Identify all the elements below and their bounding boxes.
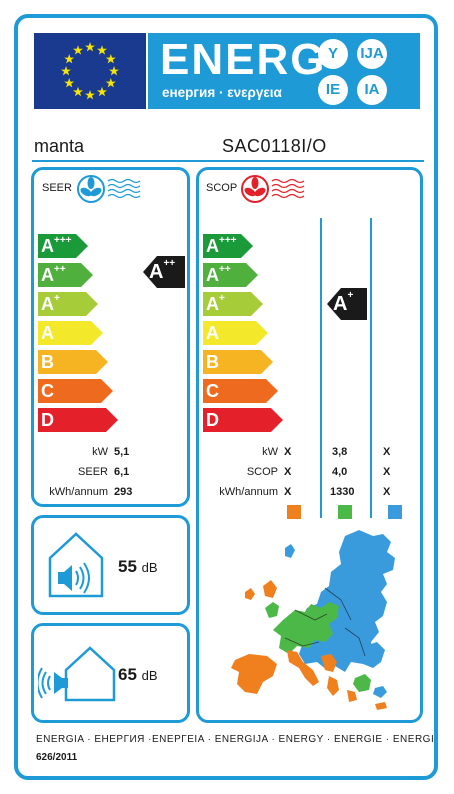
- scop-class-plus: ++: [219, 264, 231, 275]
- scop-class-arrow: A+++: [203, 234, 253, 258]
- scop-class-letter: B: [206, 352, 219, 372]
- scop-class-letter: A: [206, 265, 219, 285]
- footer-energy-languages: ENERGIA · ЕНЕРГИЯ ·ΕΝΕΡΓΕΙΑ · ENERGIJA ·…: [36, 734, 435, 745]
- language-suffix-ija: IJA: [357, 39, 387, 69]
- indoor-noise-number: 55: [118, 557, 137, 576]
- seer-class-arrow: B: [38, 350, 108, 374]
- seer-class-letter: B: [41, 352, 54, 372]
- seer-row-kwh-value: 293: [114, 486, 133, 498]
- seer-class-arrow: A+: [38, 292, 98, 316]
- separator-line: [32, 160, 424, 162]
- seer-class-plus: +: [54, 293, 60, 304]
- outdoor-noise-value: 65 dB: [118, 665, 158, 685]
- seer-row-kw-value: 5,1: [114, 446, 130, 458]
- seer-row-seer-value: 6,1: [114, 466, 130, 478]
- scop-class-letter: D: [206, 410, 219, 430]
- seer-class-letter: A: [41, 265, 54, 285]
- seer-class-arrow: A+++: [38, 234, 88, 258]
- seer-class-plus: +++: [54, 235, 72, 246]
- seer-class-arrow: A++: [38, 263, 93, 287]
- heating-fan-icon: [241, 175, 305, 203]
- seer-class-letter: C: [41, 381, 54, 401]
- indoor-noise-panel: [31, 515, 190, 615]
- language-suffix-ie: IE: [318, 75, 348, 105]
- seer-class-plus: ++: [54, 264, 66, 275]
- scop-row-kw-warm: X: [383, 446, 391, 458]
- scop-class-arrow: D: [203, 408, 283, 432]
- zone-cold-swatch: [287, 505, 301, 519]
- seer-class-letter: A: [41, 294, 54, 314]
- scop-class-arrow: A++: [203, 263, 258, 287]
- scop-class-letter: A: [206, 236, 219, 256]
- seer-class-letter: A: [41, 323, 54, 343]
- label-frame: [14, 14, 438, 780]
- scop-row-kwh-average: 1330: [330, 486, 355, 498]
- seer-class-arrow: C: [38, 379, 113, 403]
- indoor-noise-unit: dB: [141, 560, 158, 575]
- eu-flag-icon: [34, 33, 146, 109]
- scop-row-kw-cold: X: [284, 446, 292, 458]
- scop-row-scop-average: 4,0: [332, 466, 348, 478]
- scop-row-kw-average: 3,8: [332, 446, 348, 458]
- seer-rating-letter: A: [149, 261, 164, 283]
- seer-row-seer-label: SEER: [78, 466, 108, 478]
- zone-divider-2: [370, 218, 372, 518]
- outdoor-noise-panel: [31, 623, 190, 723]
- indoor-noise-value: 55 dB: [118, 557, 158, 577]
- scop-class-letter: A: [206, 294, 219, 314]
- seer-class-arrow: A: [38, 321, 103, 345]
- cooling-fan-icon: [77, 175, 141, 203]
- energy-title-box: ENERG енергия · ενεργεια Y IJA IE IA: [148, 33, 420, 109]
- scop-row-scop-warm: X: [383, 466, 391, 478]
- outdoor-unit-noise-icon: [38, 646, 116, 702]
- scop-row-kwh-cold: X: [284, 486, 292, 498]
- regulation-number: 626/2011: [36, 752, 78, 763]
- seer-row-kw-label: kW: [92, 446, 108, 458]
- scop-class-arrow: C: [203, 379, 278, 403]
- scop-class-plus: +: [219, 293, 225, 304]
- zone-divider-1: [320, 218, 322, 518]
- language-suffix-y: Y: [318, 39, 348, 69]
- seer-row-kwh-label: kWh/annum: [49, 486, 108, 498]
- language-suffix-ia: IA: [357, 75, 387, 105]
- scop-row-kwh-label: kWh/annum: [219, 486, 278, 498]
- scop-row-kw-label: kW: [262, 446, 278, 458]
- scop-rating-letter: A: [333, 293, 348, 315]
- scop-class-letter: A: [206, 323, 219, 343]
- seer-class-letter: D: [41, 410, 54, 430]
- seer-class-arrow: D: [38, 408, 118, 432]
- scop-class-plus: +++: [219, 235, 237, 246]
- scop-class-arrow: A+: [203, 292, 263, 316]
- energy-title: ENERG: [160, 35, 327, 84]
- seer-class-letter: A: [41, 236, 54, 256]
- energy-subtitle: енергия · ενεργεια: [162, 85, 282, 100]
- europe-climate-zone-map: [231, 530, 395, 710]
- seer-label: SEER: [42, 182, 72, 194]
- scop-panel: [196, 167, 423, 723]
- scop-label: SCOP: [206, 182, 238, 194]
- energy-label-header: ENERG енергия · ενεργεια Y IJA IE IA: [34, 33, 420, 109]
- scop-row-kwh-warm: X: [383, 486, 391, 498]
- seer-rating-plus: ++: [163, 258, 176, 269]
- scop-class-arrow: A: [203, 321, 268, 345]
- scop-row-scop-cold: X: [284, 466, 292, 478]
- scop-class-letter: C: [206, 381, 219, 401]
- supplier-name: manta: [34, 136, 85, 156]
- zone-average-swatch: [338, 505, 352, 519]
- indoor-unit-noise-icon: [48, 532, 104, 598]
- scop-rating-plus: +: [347, 290, 354, 301]
- seer-panel: [31, 167, 190, 507]
- model-identifier: SAC0118I/O: [222, 136, 327, 156]
- outdoor-noise-number: 65: [118, 665, 137, 684]
- zone-warm-swatch: [388, 505, 402, 519]
- scop-class-arrow: B: [203, 350, 273, 374]
- outdoor-noise-unit: dB: [141, 668, 158, 683]
- scop-row-scop-label: SCOP: [246, 466, 278, 478]
